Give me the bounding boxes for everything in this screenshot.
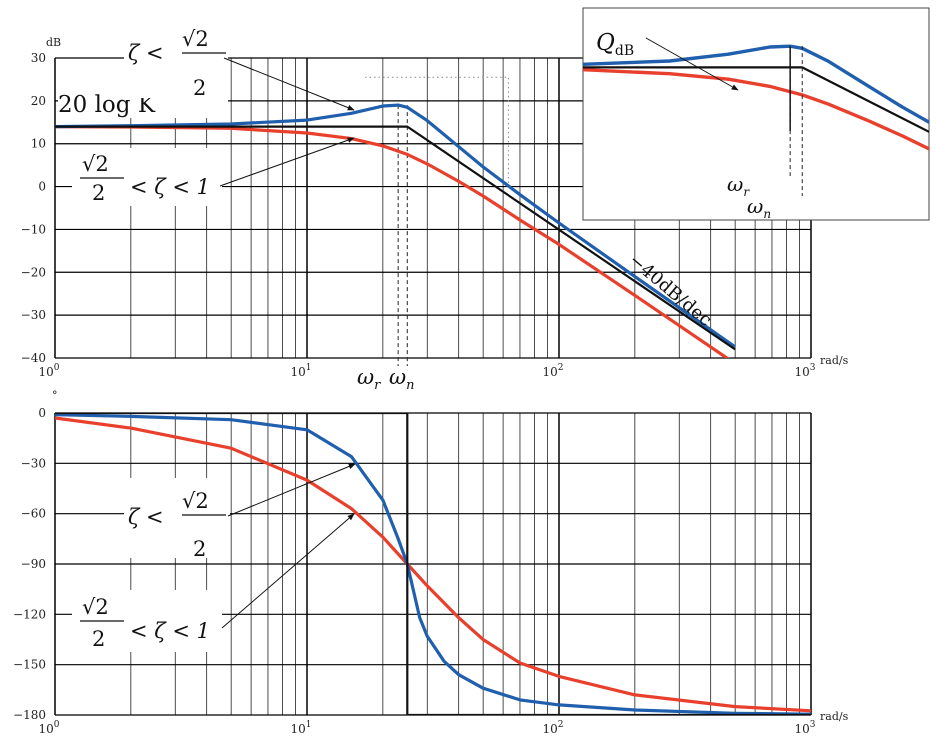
- resonance-inset: QdB ωr ωn: [582, 7, 930, 221]
- magnitude-x-tick-label: 102: [542, 363, 563, 379]
- svg-text:√2: √2: [182, 27, 209, 51]
- magnitude-zeta-mid-arrow: [219, 137, 355, 187]
- svg-text:ζ <: ζ <: [128, 41, 164, 65]
- phase-y-tick-label: −180: [13, 708, 46, 722]
- magnitude-series: [55, 103, 737, 358]
- svg-text:2: 2: [92, 181, 105, 205]
- svg-text:< ζ < 1: < ζ < 1: [130, 619, 210, 643]
- magnitude-x-unit: rad/s: [820, 354, 849, 367]
- inset-omega-n-label: ωn: [747, 194, 771, 221]
- phase-y-tick-label: −30: [21, 456, 46, 470]
- phase-series: [55, 413, 811, 715]
- phase-zeta-small-arrow: [227, 463, 356, 517]
- phase-y-ticks: 0 −30 −60 −90 −120 −150 −180: [13, 406, 46, 722]
- phase-x-tick-label: 103: [794, 720, 815, 736]
- omega-r-label: ωr: [357, 365, 381, 393]
- svg-text:2: 2: [193, 537, 206, 561]
- phase-y-tick-label: −120: [13, 607, 46, 621]
- inset-frame: [582, 7, 930, 221]
- inset-omega-r-label: ωr: [727, 172, 750, 199]
- magnitude-series-asymptote: [55, 125, 736, 351]
- phase-x-ticks: 100 101 102 103: [38, 720, 815, 736]
- svg-text:√2: √2: [82, 152, 109, 176]
- magnitude-guides: [365, 76, 509, 366]
- phase-x-tick-label: 100: [38, 720, 59, 736]
- magnitude-series-zeta-small: [55, 103, 737, 349]
- magnitude-y-tick-label: −10: [21, 222, 46, 236]
- magnitude-zeta-small-arrow: [223, 57, 355, 111]
- phase-series-asymptote: [55, 413, 811, 715]
- phase-series-zeta-small: [55, 413, 811, 715]
- phase-x-tick-label: 101: [290, 720, 311, 736]
- phase-y-tick-label: −60: [21, 507, 46, 521]
- magnitude-y-tick-label: 20: [31, 94, 46, 108]
- phase-series-zeta-mid: [55, 416, 811, 713]
- inset-peak-label: QdB: [596, 30, 634, 59]
- svg-text:√2: √2: [82, 595, 109, 619]
- phase-x-tick-label: 102: [542, 720, 563, 736]
- magnitude-y-tick-label: −20: [21, 265, 46, 279]
- svg-text:√2: √2: [182, 489, 209, 513]
- inset-series: [583, 44, 929, 196]
- svg-text:2: 2: [193, 76, 206, 100]
- magnitude-x-ticks: 100 101 102 103: [38, 363, 815, 379]
- phase-panel: 0 −30 −60 −90 −120 −150 −180 100 101 102 103 ° ra…: [13, 389, 849, 736]
- magnitude-y-tick-label: 0: [38, 180, 46, 194]
- phase-x-unit: rad/s: [820, 710, 849, 723]
- magnitude-y-ticks: 30 20 10 0 −10 −20 −30 −40: [21, 51, 46, 365]
- phase-zeta-mid-arrow: [221, 513, 355, 629]
- phase-grid: [54, 412, 812, 716]
- magnitude-zeta-small-label: ζ < √2 2: [124, 22, 228, 100]
- magnitude-y-tick-label: 10: [31, 137, 46, 151]
- phase-y-tick-label: 0: [38, 406, 46, 420]
- magnitude-zeta-mid-label: √2 2 < ζ < 1: [72, 148, 222, 206]
- magnitude-y-tick-label: 30: [31, 51, 46, 65]
- svg-text:ζ <: ζ <: [128, 505, 164, 529]
- magnitude-x-tick-label: 100: [38, 363, 59, 379]
- magnitude-y-tick-label: −30: [21, 308, 46, 322]
- inset-series-zeta-mid: [583, 68, 929, 151]
- phase-y-unit: °: [52, 389, 58, 402]
- svg-text:2: 2: [92, 627, 105, 651]
- omega-n-label: ωn: [389, 365, 415, 393]
- magnitude-x-tick-label: 101: [290, 363, 311, 379]
- magnitude-series-zeta-mid: [55, 125, 730, 358]
- svg-text:< ζ < 1: < ζ < 1: [130, 175, 210, 199]
- inset-peak-arrow: [645, 37, 739, 91]
- magnitude-y-tick-label: −40: [21, 351, 46, 365]
- magnitude-y-unit: dB: [46, 36, 61, 49]
- magnitude-x-tick-label: 103: [794, 363, 815, 379]
- phase-zeta-mid-label: √2 2 < ζ < 1: [72, 590, 222, 652]
- phase-zeta-small-label: ζ < √2 2: [124, 478, 230, 561]
- phase-y-tick-label: −90: [21, 557, 46, 571]
- bandwidth-guide: [365, 76, 509, 187]
- phase-y-tick-label: −150: [13, 658, 46, 672]
